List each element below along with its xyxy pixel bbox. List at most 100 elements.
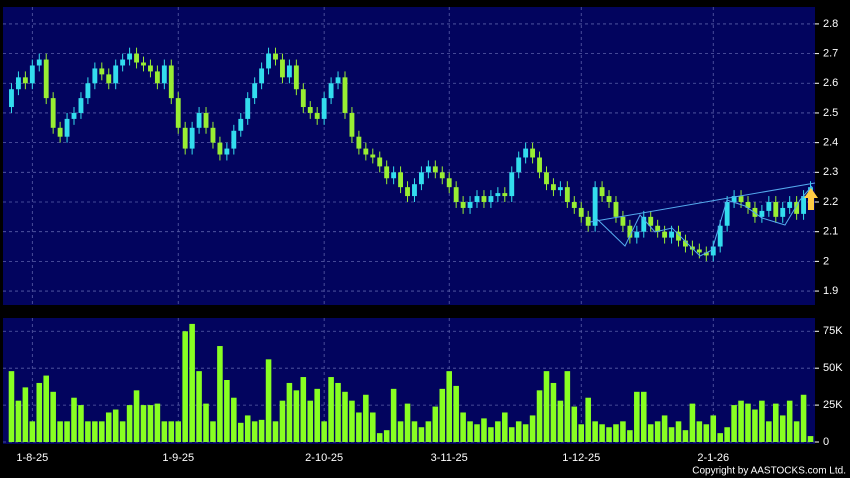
candle-body xyxy=(99,68,105,75)
candle-body xyxy=(557,187,563,191)
volume-bar xyxy=(634,391,640,442)
volume-bar xyxy=(196,371,202,442)
volume-bar xyxy=(321,421,327,442)
volume-bar xyxy=(779,415,786,442)
candle-body xyxy=(724,202,730,226)
volume-bar xyxy=(349,400,355,442)
candle-body xyxy=(280,59,285,78)
candle-body xyxy=(696,249,702,253)
candle-body xyxy=(523,148,529,158)
volume-bar xyxy=(773,403,779,442)
volume-bar xyxy=(203,403,209,442)
volume-bar xyxy=(390,388,397,442)
candle-body xyxy=(412,184,417,197)
candle-body xyxy=(627,225,633,238)
volume-bar xyxy=(585,397,591,442)
volume-bar xyxy=(383,430,390,442)
volume-bar xyxy=(356,412,362,442)
y-tick-label: 2.7 xyxy=(823,48,838,60)
volume-bar xyxy=(397,421,404,442)
candle-body xyxy=(460,202,466,208)
volume-bar xyxy=(258,419,265,442)
candle-body xyxy=(259,68,265,84)
volume-bar xyxy=(710,415,717,442)
volume-bar xyxy=(425,421,432,442)
volume-bar xyxy=(411,421,418,442)
volume-bar xyxy=(307,400,314,442)
candle-body xyxy=(418,172,424,185)
volume-bar xyxy=(495,421,501,442)
candle-body xyxy=(384,166,390,179)
candle-body xyxy=(349,112,355,137)
candle-body xyxy=(530,148,536,158)
candle-body xyxy=(321,98,327,119)
y-tick-label: 2.8 xyxy=(823,18,838,30)
volume-bar xyxy=(328,377,334,442)
volume-bar xyxy=(224,380,230,442)
volume-bar xyxy=(654,421,661,442)
candle-body xyxy=(794,202,800,214)
y-tick-label: 75K xyxy=(823,325,843,337)
candle-body xyxy=(641,216,647,232)
volume-bar xyxy=(119,421,126,442)
volume-bar xyxy=(15,400,22,442)
volume-bar xyxy=(342,391,348,442)
candle-body xyxy=(710,246,716,256)
volume-bar xyxy=(446,371,452,442)
volume-bar xyxy=(766,421,772,442)
volume-bar xyxy=(752,409,758,442)
candle-body xyxy=(571,202,577,208)
copyright: Copyright by AASTOCKS.com Ltd. xyxy=(692,466,846,477)
candle-body xyxy=(474,196,480,203)
y-tick-label: 50K xyxy=(823,362,843,374)
volume-bar xyxy=(543,371,550,442)
candle-body xyxy=(537,157,542,173)
candle-body xyxy=(453,187,459,203)
volume-bar xyxy=(502,412,508,442)
candle-body xyxy=(154,71,160,84)
volume-bar xyxy=(745,403,751,442)
volume-bar xyxy=(64,421,70,442)
volume-bar xyxy=(8,371,15,442)
candle-body xyxy=(703,252,709,256)
candle-body xyxy=(370,154,376,158)
candle-body xyxy=(161,65,167,84)
y-tick-label: 2.2 xyxy=(823,196,838,208)
volume-bar xyxy=(335,382,341,442)
volume-bar xyxy=(529,415,536,442)
volume-bar xyxy=(314,388,320,442)
volume-bar xyxy=(738,400,744,442)
volume-bar xyxy=(57,421,63,442)
candle-body xyxy=(391,172,397,179)
volume-bar xyxy=(661,415,668,442)
volume-bar xyxy=(488,427,494,442)
candle-body xyxy=(766,202,772,211)
candle-body xyxy=(717,225,723,247)
volume-bar xyxy=(251,421,258,442)
candle-body xyxy=(398,172,404,188)
volume-bar xyxy=(731,405,737,442)
volume-bar xyxy=(703,424,710,442)
volume-bar xyxy=(265,359,272,442)
candle-body xyxy=(314,112,320,119)
volume-bar xyxy=(36,382,43,442)
volume-bar xyxy=(640,391,647,442)
candle-body xyxy=(676,231,681,241)
candle-body xyxy=(29,65,35,84)
candle-body xyxy=(801,196,807,214)
candle-body xyxy=(106,74,112,84)
volume-bar xyxy=(467,421,473,442)
candle-body xyxy=(745,202,751,208)
y-tick-label: 2.1 xyxy=(823,226,838,238)
volume-bar xyxy=(154,403,161,442)
candle-body xyxy=(738,196,744,203)
candle-body xyxy=(71,112,77,119)
volume-bar xyxy=(272,421,279,442)
candle-body xyxy=(655,225,661,232)
volume-bar xyxy=(217,346,223,442)
volume-bar xyxy=(481,418,487,442)
volume-bar xyxy=(432,406,439,442)
volume-bar xyxy=(363,394,369,442)
price-panel xyxy=(3,7,815,305)
candle-body xyxy=(273,53,278,60)
